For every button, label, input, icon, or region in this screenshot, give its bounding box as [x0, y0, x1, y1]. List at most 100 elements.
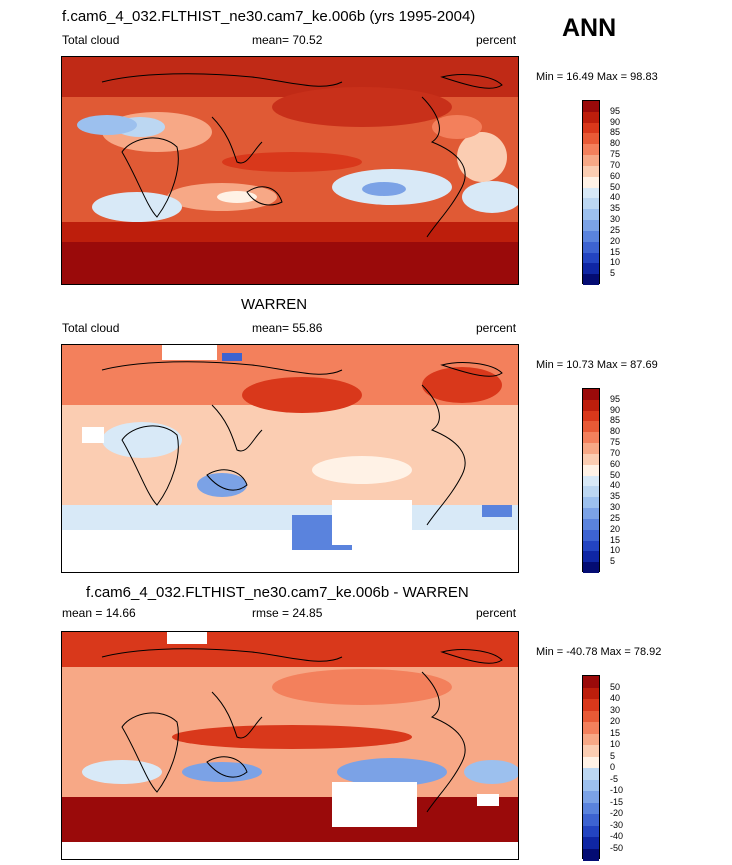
panel-1-field-label: Total cloud — [62, 33, 120, 47]
colorbar-tick-label: 20 — [610, 716, 621, 726]
colorbar-cell — [583, 540, 599, 552]
colorbar-cell — [583, 187, 599, 199]
colorbar-cell — [583, 710, 599, 723]
colorbar-tick-label: 20 — [610, 235, 621, 246]
colorbar-tick-label: 95 — [610, 105, 621, 116]
colorbar-cell — [583, 389, 599, 401]
colorbar-tick-label: 50 — [610, 469, 621, 480]
colorbar-tick-label: 40 — [610, 693, 621, 703]
colorbar-cell — [583, 791, 599, 803]
colorbar-cell — [583, 848, 599, 861]
colorbar-cell — [583, 101, 599, 113]
panel-3-rmse-label: rmse = 24.85 — [252, 606, 323, 620]
colorbar-cell — [583, 687, 599, 700]
colorbar-tick-label: -20 — [610, 808, 624, 818]
season-label: ANN — [562, 14, 617, 42]
colorbar-cell — [583, 274, 599, 286]
colorbar-cell — [583, 825, 599, 838]
panel-2-field-label: Total cloud — [62, 321, 120, 335]
colorbar-cell — [583, 111, 599, 124]
colorbar-cell — [583, 241, 599, 254]
colorbar-tick-label: 50 — [610, 681, 621, 692]
colorbar-cell — [583, 165, 599, 178]
colorbar-tick-label: 10 — [610, 257, 621, 268]
colorbar-cell — [583, 410, 599, 422]
colorbar-tick-label: 40 — [610, 192, 621, 203]
colorbar-tick-label: 75 — [610, 149, 621, 160]
colorbar-cell — [583, 443, 599, 455]
colorbar-cell — [583, 399, 599, 412]
colorbar-tick-label: 30 — [610, 214, 621, 225]
colorbar-cell — [583, 802, 599, 815]
colorbar-tick-label: 5 — [610, 268, 616, 279]
colorbar-tick-label: 95 — [610, 393, 621, 404]
panel-1-map — [61, 56, 519, 285]
panel-3-coastlines — [101, 648, 503, 813]
colorbar-cell — [583, 176, 599, 189]
colorbar-cell — [583, 551, 599, 563]
colorbar-cell — [583, 779, 599, 792]
colorbar-cell — [583, 453, 599, 466]
colorbar-cell — [583, 756, 599, 769]
colorbar-tick-label: -5 — [610, 773, 619, 784]
colorbar-tick-label: 0 — [610, 762, 616, 772]
colorbar-tick-label: 5 — [610, 556, 616, 567]
colorbar-tick-label: 10 — [610, 739, 621, 749]
colorbar-cell — [583, 252, 599, 264]
panel-3-colorbar — [582, 675, 600, 861]
panel-1-colorbar — [582, 100, 600, 286]
colorbar-cell — [583, 122, 599, 134]
panel-2-mean-label: mean= 55.86 — [252, 321, 323, 335]
colorbar-tick-label: 60 — [610, 458, 621, 469]
colorbar-cell — [583, 508, 599, 520]
colorbar-cell — [583, 198, 599, 210]
colorbar-cell — [583, 518, 599, 531]
colorbar-cell — [583, 814, 599, 826]
colorbar-tick-label: 70 — [610, 447, 621, 458]
panel-3-mean-label: mean = 14.66 — [62, 606, 136, 620]
colorbar-tick-label: 30 — [610, 502, 621, 513]
colorbar-tick-label: 75 — [610, 437, 621, 448]
colorbar-tick-label: 35 — [610, 491, 621, 502]
colorbar-tick-label: -50 — [610, 842, 624, 853]
colorbar-cell — [583, 486, 599, 498]
panel-1-mean-label: mean= 70.52 — [252, 33, 323, 47]
panel-3-map — [61, 631, 519, 860]
colorbar-tick-label: 15 — [610, 246, 621, 257]
colorbar-tick-label: 85 — [610, 127, 621, 138]
colorbar-cell — [583, 497, 599, 509]
colorbar-cell — [583, 263, 599, 275]
colorbar-cell — [583, 464, 599, 477]
panel-1-coastlines — [101, 73, 503, 238]
colorbar-cell — [583, 220, 599, 232]
colorbar-cell — [583, 699, 599, 711]
colorbar-tick-label: -10 — [610, 785, 624, 795]
colorbar-cell — [583, 209, 599, 221]
colorbar-tick-label: 15 — [610, 534, 621, 545]
panel-1-minmax: Min = 16.49 Max = 98.83 — [536, 71, 658, 83]
colorbar-tick-label: 30 — [610, 704, 621, 715]
panel-2-colorbar — [582, 388, 600, 574]
colorbar-tick-label: 25 — [610, 512, 621, 523]
colorbar-tick-label: -40 — [610, 831, 624, 841]
colorbar-tick-label: -30 — [610, 819, 624, 830]
colorbar-tick-label: 80 — [610, 138, 621, 149]
colorbar-cell — [583, 562, 599, 574]
panel-3-minmax: Min = -40.78 Max = 78.92 — [536, 646, 662, 658]
colorbar-cell — [583, 529, 599, 542]
colorbar-tick-label: 80 — [610, 426, 621, 437]
colorbar-cell — [583, 133, 599, 145]
colorbar-tick-label: 25 — [610, 224, 621, 235]
colorbar-cell — [583, 837, 599, 849]
colorbar-cell — [583, 676, 599, 688]
colorbar-cell — [583, 745, 599, 757]
panel-2-coastlines — [101, 361, 503, 526]
colorbar-cell — [583, 768, 599, 780]
colorbar-tick-label: 50 — [610, 181, 621, 192]
panel-2-map — [61, 344, 519, 573]
panel-1-map-field — [62, 57, 518, 284]
colorbar-tick-label: 70 — [610, 159, 621, 170]
panel-3-map-field — [62, 632, 518, 859]
colorbar-cell — [583, 230, 599, 243]
panel-1-units-label: percent — [476, 33, 517, 47]
